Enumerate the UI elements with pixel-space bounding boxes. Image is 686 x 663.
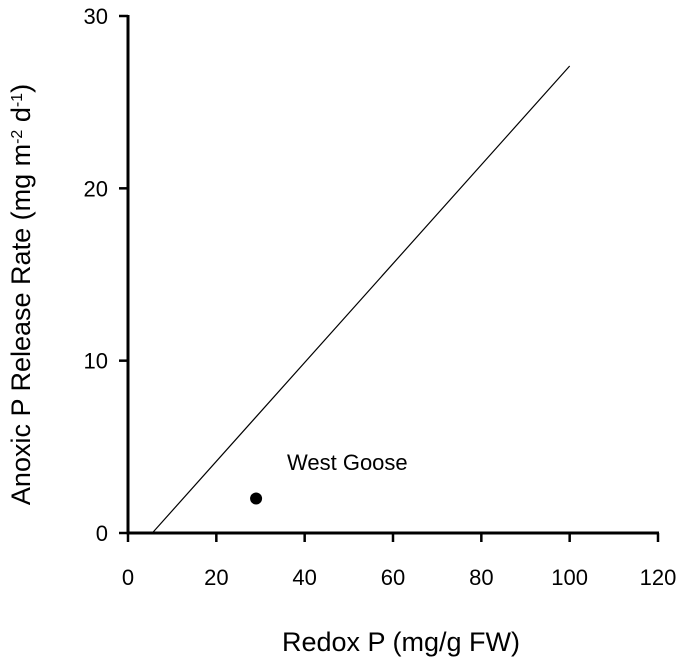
data-point xyxy=(250,492,263,505)
y-axis-title-part: ) xyxy=(6,84,36,93)
y-tick-label: 10 xyxy=(84,349,108,374)
y-tick-label: 20 xyxy=(84,176,108,201)
x-tick-label: 0 xyxy=(122,565,134,590)
x-tick-label: 120 xyxy=(640,565,677,590)
annotation-layer: West Goose xyxy=(287,450,408,475)
series-layer xyxy=(151,65,571,534)
y-tick-label: 30 xyxy=(84,4,108,29)
y-tick-label: 0 xyxy=(96,521,108,546)
x-tick-label: 100 xyxy=(551,565,588,590)
y-axis-ticks: 0 10 20 30 xyxy=(84,4,128,546)
x-axis-ticks: 0 20 40 60 80 100 120 xyxy=(122,533,676,590)
y-axis-title-superscript: -2 xyxy=(9,130,26,144)
y-axis-title-superscript: -1 xyxy=(9,93,26,107)
y-axis-title-part: d xyxy=(6,107,36,130)
x-tick-label: 40 xyxy=(292,565,316,590)
y-axis-title: Anoxic P Release Rate (mg m-2 d-1) xyxy=(6,84,36,505)
x-tick-label: 60 xyxy=(381,565,405,590)
point-annotation: West Goose xyxy=(287,450,408,475)
x-tick-label: 20 xyxy=(204,565,228,590)
x-axis-title: Redox P (mg/g FW) xyxy=(282,627,520,657)
x-tick-label: 80 xyxy=(469,565,493,590)
regression-line xyxy=(151,65,571,534)
y-axis-title-part: Anoxic P Release Rate (mg m xyxy=(6,144,36,505)
